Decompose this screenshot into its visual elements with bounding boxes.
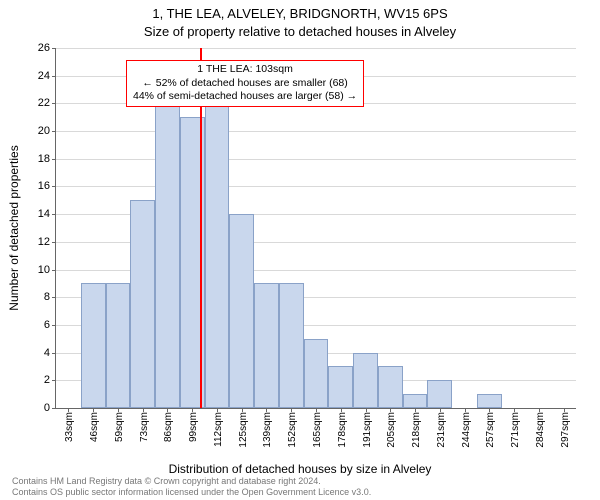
histogram-bar (106, 283, 131, 408)
chart-title: 1, THE LEA, ALVELEY, BRIDGNORTH, WV15 6P… (0, 6, 600, 21)
ytick-mark (52, 353, 56, 354)
attribution-footer: Contains HM Land Registry data © Crown c… (12, 476, 371, 498)
histogram-bar (378, 366, 403, 408)
ytick-label: 6 (44, 319, 50, 331)
xtick-label: 152sqm (287, 412, 298, 448)
ytick-label: 2 (44, 374, 50, 386)
ytick-label: 24 (38, 70, 50, 82)
ytick-mark (52, 242, 56, 243)
histogram-bar (279, 283, 304, 408)
xtick-label: 244sqm (461, 412, 472, 448)
ytick-label: 14 (38, 208, 50, 220)
ytick-label: 16 (38, 180, 50, 192)
histogram-bar (229, 214, 254, 408)
histogram-bar (254, 283, 279, 408)
gridline (56, 186, 576, 187)
histogram-bar (130, 200, 155, 408)
ytick-mark (52, 76, 56, 77)
chart-subtitle: Size of property relative to detached ho… (0, 24, 600, 39)
xtick-label: 33sqm (64, 412, 75, 442)
histogram-bar (328, 366, 353, 408)
histogram-bar (155, 103, 180, 408)
footer-line-1: Contains HM Land Registry data © Crown c… (12, 476, 371, 487)
annotation-line: 1 THE LEA: 103sqm (133, 63, 357, 77)
ytick-label: 18 (38, 153, 50, 165)
xtick-label: 178sqm (337, 412, 348, 448)
ytick-label: 8 (44, 291, 50, 303)
xtick-label: 271sqm (510, 412, 521, 448)
xtick-label: 139sqm (262, 412, 273, 448)
xtick-label: 46sqm (89, 412, 100, 442)
ytick-label: 10 (38, 264, 50, 276)
histogram-bar (81, 283, 106, 408)
ytick-mark (52, 408, 56, 409)
xtick-label: 205sqm (386, 412, 397, 448)
xtick-label: 73sqm (139, 412, 150, 442)
chart-container: 1, THE LEA, ALVELEY, BRIDGNORTH, WV15 6P… (0, 0, 600, 500)
gridline (56, 159, 576, 160)
xtick-label: 99sqm (188, 412, 199, 442)
ytick-mark (52, 48, 56, 49)
ytick-mark (52, 131, 56, 132)
xtick-label: 125sqm (238, 412, 249, 448)
gridline (56, 48, 576, 49)
annotation-box: 1 THE LEA: 103sqm← 52% of detached house… (126, 60, 364, 107)
ytick-label: 12 (38, 236, 50, 248)
ytick-mark (52, 103, 56, 104)
xtick-label: 86sqm (163, 412, 174, 442)
ytick-label: 20 (38, 125, 50, 137)
ytick-label: 0 (44, 402, 50, 414)
xtick-label: 112sqm (213, 412, 224, 447)
annotation-line: ← 52% of detached houses are smaller (68… (133, 77, 357, 91)
xtick-label: 231sqm (436, 412, 447, 448)
ytick-label: 26 (38, 42, 50, 54)
xtick-label: 284sqm (535, 412, 546, 448)
xtick-label: 218sqm (411, 412, 422, 448)
ytick-mark (52, 270, 56, 271)
histogram-bar (205, 90, 230, 408)
xtick-label: 59sqm (114, 412, 125, 442)
footer-line-2: Contains OS public sector information li… (12, 487, 371, 498)
xtick-label: 191sqm (362, 412, 373, 448)
ytick-label: 22 (38, 97, 50, 109)
histogram-bar (403, 394, 428, 408)
ytick-mark (52, 186, 56, 187)
ytick-mark (52, 214, 56, 215)
xtick-label: 257sqm (485, 412, 496, 448)
ytick-mark (52, 325, 56, 326)
x-axis-label: Distribution of detached houses by size … (0, 462, 600, 476)
ytick-mark (52, 159, 56, 160)
histogram-bar (353, 353, 378, 408)
gridline (56, 131, 576, 132)
xtick-label: 297sqm (560, 412, 571, 448)
annotation-line: 44% of semi-detached houses are larger (… (133, 90, 357, 104)
histogram-bar (304, 339, 329, 408)
y-axis-label: Number of detached properties (7, 145, 21, 310)
ytick-mark (52, 380, 56, 381)
xtick-label: 165sqm (312, 412, 323, 448)
plot-area: 0246810121416182022242633sqm46sqm59sqm73… (55, 48, 576, 409)
ytick-label: 4 (44, 347, 50, 359)
histogram-bar (477, 394, 502, 408)
ytick-mark (52, 297, 56, 298)
histogram-bar (427, 380, 452, 408)
